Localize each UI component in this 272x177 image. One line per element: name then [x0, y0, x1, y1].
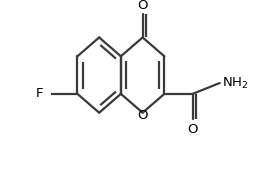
- Text: NH$_2$: NH$_2$: [222, 75, 248, 91]
- Text: O: O: [137, 0, 148, 12]
- Text: O: O: [187, 123, 198, 136]
- Text: O: O: [137, 109, 148, 122]
- Text: F: F: [36, 87, 43, 100]
